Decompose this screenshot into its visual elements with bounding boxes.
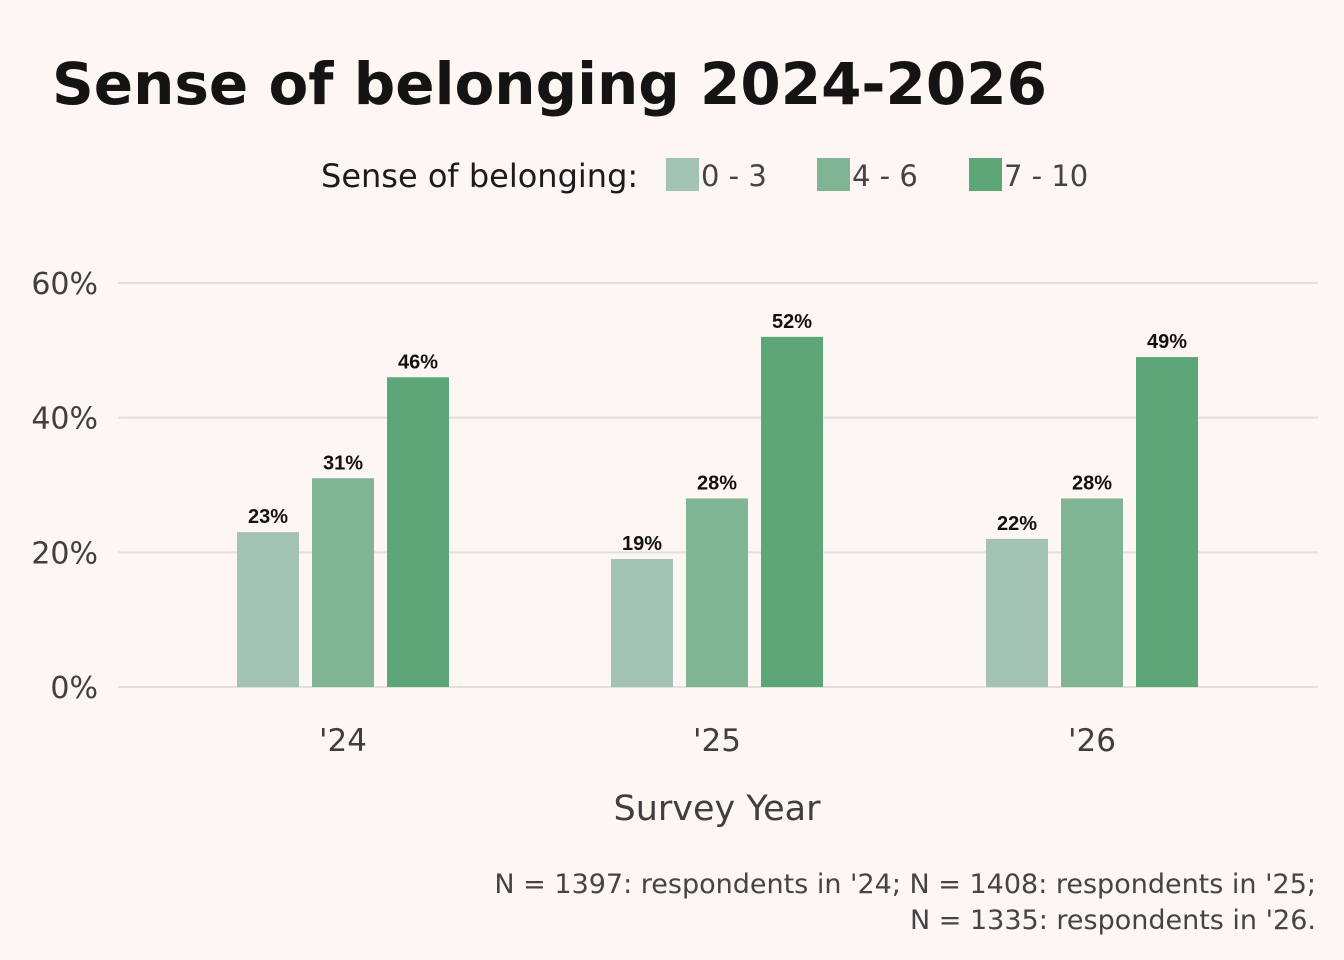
- caption-line: N = 1397: respondents in '24; N = 1408: …: [494, 869, 1316, 900]
- y-tick-label: 60%: [31, 267, 98, 302]
- data-label: 52%: [772, 311, 812, 333]
- legend: Sense of belonging: 0 - 3 4 - 6 7 - 10: [321, 157, 1088, 195]
- legend-label: 7 - 10: [1004, 159, 1088, 193]
- legend-title: Sense of belonging:: [321, 157, 638, 195]
- x-axis-label: Survey Year: [614, 789, 822, 829]
- data-label: 28%: [1072, 472, 1112, 494]
- bar: [686, 498, 748, 687]
- caption-line: N = 1335: respondents in '26.: [910, 905, 1316, 936]
- bar: [237, 532, 299, 687]
- y-axis-ticks: 0% 20% 40% 60%: [31, 267, 98, 706]
- y-tick-label: 20%: [31, 536, 98, 571]
- x-tick-label: '24: [319, 723, 367, 759]
- x-axis-ticks: '24 '25 '26: [319, 723, 1116, 759]
- data-label: 23%: [248, 506, 288, 528]
- bars: [237, 336, 1198, 687]
- x-tick-label: '26: [1068, 723, 1116, 759]
- bar: [312, 478, 374, 687]
- y-tick-label: 40%: [31, 402, 98, 437]
- legend-label: 0 - 3: [701, 159, 767, 193]
- data-labels: 23% 31% 46% 19% 28% 52% 22% 28% 49%: [248, 311, 1187, 555]
- bar: [1061, 498, 1123, 687]
- data-label: 31%: [323, 452, 363, 474]
- bar: [387, 377, 449, 687]
- chart-title: Sense of belonging 2024-2026: [52, 50, 1047, 118]
- data-label: 22%: [997, 513, 1037, 535]
- bar: [761, 336, 823, 687]
- data-label: 28%: [697, 472, 737, 494]
- data-label: 46%: [398, 351, 438, 373]
- x-tick-label: '25: [693, 723, 741, 759]
- bar: [611, 559, 673, 687]
- legend-swatch: [666, 158, 699, 191]
- y-tick-label: 0%: [50, 671, 98, 706]
- legend-swatch: [817, 158, 850, 191]
- data-label: 19%: [622, 533, 662, 555]
- legend-label: 4 - 6: [852, 159, 918, 193]
- caption: N = 1397: respondents in '24; N = 1408: …: [494, 869, 1316, 936]
- bar: [1136, 357, 1198, 687]
- bar: [986, 538, 1048, 687]
- data-label: 49%: [1147, 331, 1187, 353]
- legend-swatch: [969, 158, 1002, 191]
